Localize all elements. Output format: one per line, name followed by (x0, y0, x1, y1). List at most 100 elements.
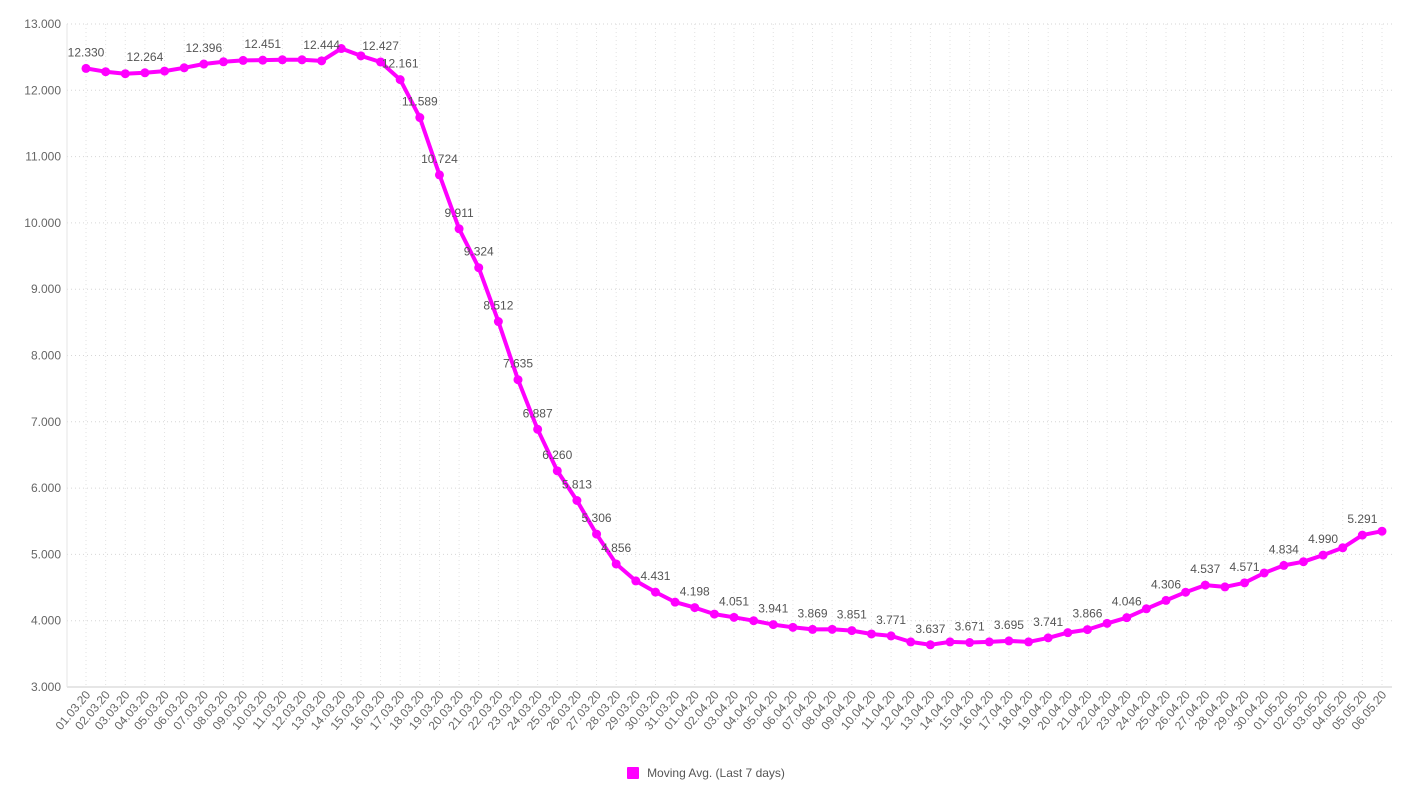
data-point[interactable] (1141, 604, 1151, 614)
data-point[interactable] (1259, 568, 1269, 578)
data-point[interactable] (650, 587, 660, 597)
data-point[interactable] (199, 59, 209, 69)
data-point[interactable] (1043, 633, 1053, 643)
data-point[interactable] (906, 637, 916, 647)
data-label: 3.869 (798, 606, 828, 620)
data-point[interactable] (965, 638, 975, 648)
data-point[interactable] (454, 224, 464, 234)
legend-swatch-icon (627, 767, 640, 779)
data-point[interactable] (218, 57, 228, 67)
data-point[interactable] (1063, 628, 1073, 638)
data-point[interactable] (1161, 595, 1171, 605)
line-chart: 3.000 4.000 5.000 6.000 7.000 8.000 9.000 10.00… (24, 17, 1392, 733)
data-point[interactable] (238, 55, 248, 65)
data-point[interactable] (1318, 550, 1328, 560)
data-point[interactable] (1181, 587, 1191, 597)
data-label: 12.444 (303, 38, 340, 52)
data-point[interactable] (120, 69, 130, 79)
data-label: 3.671 (955, 620, 985, 634)
data-point[interactable] (572, 495, 582, 505)
data-point[interactable] (533, 424, 543, 434)
data-point[interactable] (827, 624, 837, 634)
y-tick-label: 5.000 (31, 547, 61, 561)
data-point[interactable] (690, 603, 700, 613)
data-label: 4.198 (680, 585, 710, 599)
data-point[interactable] (1024, 637, 1034, 647)
data-label: 3.851 (837, 608, 867, 622)
data-point[interactable] (1298, 557, 1308, 567)
data-point[interactable] (1082, 625, 1092, 635)
data-point[interactable] (395, 75, 405, 85)
data-point[interactable] (277, 55, 287, 65)
data-point[interactable] (1240, 578, 1250, 588)
data-label: 12.451 (244, 37, 281, 51)
data-point[interactable] (336, 44, 346, 54)
y-tick-label: 9.000 (31, 282, 61, 296)
y-tick-label: 12.000 (24, 83, 61, 97)
data-point[interactable] (886, 631, 896, 641)
data-point[interactable] (945, 637, 955, 647)
data-point[interactable] (866, 629, 876, 639)
data-point[interactable] (513, 375, 523, 385)
series-line-layer (84, 46, 1384, 647)
data-label: 5.306 (582, 511, 612, 525)
data-point[interactable] (1200, 580, 1210, 590)
data-point[interactable] (1102, 618, 1112, 628)
data-point[interactable] (768, 620, 778, 630)
data-label: 4.306 (1151, 577, 1181, 591)
data-point[interactable] (611, 559, 621, 569)
data-point[interactable] (670, 597, 680, 607)
data-point[interactable] (1338, 543, 1348, 553)
data-point[interactable] (160, 66, 170, 76)
data-point[interactable] (925, 640, 935, 650)
data-label: 4.537 (1190, 562, 1220, 576)
data-label: 8.512 (483, 299, 513, 313)
data-point[interactable] (1377, 526, 1387, 536)
data-point[interactable] (376, 57, 386, 67)
data-point[interactable] (140, 68, 150, 78)
data-point[interactable] (709, 609, 719, 619)
data-point[interactable] (356, 51, 366, 61)
data-point[interactable] (415, 113, 425, 123)
data-label: 3.695 (994, 618, 1024, 632)
data-label: 4.834 (1269, 542, 1299, 556)
y-tick-label: 11.000 (25, 150, 61, 164)
data-point[interactable] (749, 616, 759, 626)
series-line (84, 46, 1384, 647)
legend[interactable]: Moving Avg. (Last 7 days) (0, 766, 1412, 780)
data-point[interactable] (847, 626, 857, 636)
data-point[interactable] (474, 263, 484, 273)
data-label: 3.637 (915, 622, 945, 636)
data-label: 3.941 (758, 602, 788, 616)
data-label: 4.431 (640, 569, 670, 583)
data-point[interactable] (808, 624, 818, 634)
data-point[interactable] (729, 612, 739, 622)
data-point[interactable] (788, 622, 798, 632)
data-point[interactable] (317, 56, 327, 66)
data-label: 12.427 (362, 39, 399, 53)
data-point[interactable] (552, 466, 562, 476)
data-label: 3.866 (1072, 607, 1102, 621)
data-point[interactable] (297, 55, 307, 65)
data-point[interactable] (1122, 613, 1132, 623)
data-point[interactable] (1357, 530, 1367, 540)
data-point[interactable] (434, 170, 444, 180)
data-label: 3.771 (876, 613, 906, 627)
data-point[interactable] (592, 529, 602, 539)
data-point[interactable] (1004, 636, 1014, 646)
data-point[interactable] (984, 637, 994, 647)
data-point[interactable] (493, 317, 503, 327)
data-point[interactable] (101, 67, 111, 77)
data-label: 6.260 (542, 448, 572, 462)
data-point[interactable] (81, 63, 91, 73)
data-label: 4.046 (1112, 595, 1142, 609)
data-label: 5.291 (1347, 512, 1377, 526)
data-label: 9.324 (464, 245, 494, 259)
data-point[interactable] (179, 63, 189, 73)
data-point[interactable] (258, 55, 268, 65)
data-point[interactable] (1220, 582, 1230, 592)
y-tick-label: 10.000 (24, 216, 61, 230)
data-point[interactable] (631, 576, 641, 586)
data-point[interactable] (1279, 560, 1289, 570)
data-label: 11.589 (402, 95, 438, 109)
